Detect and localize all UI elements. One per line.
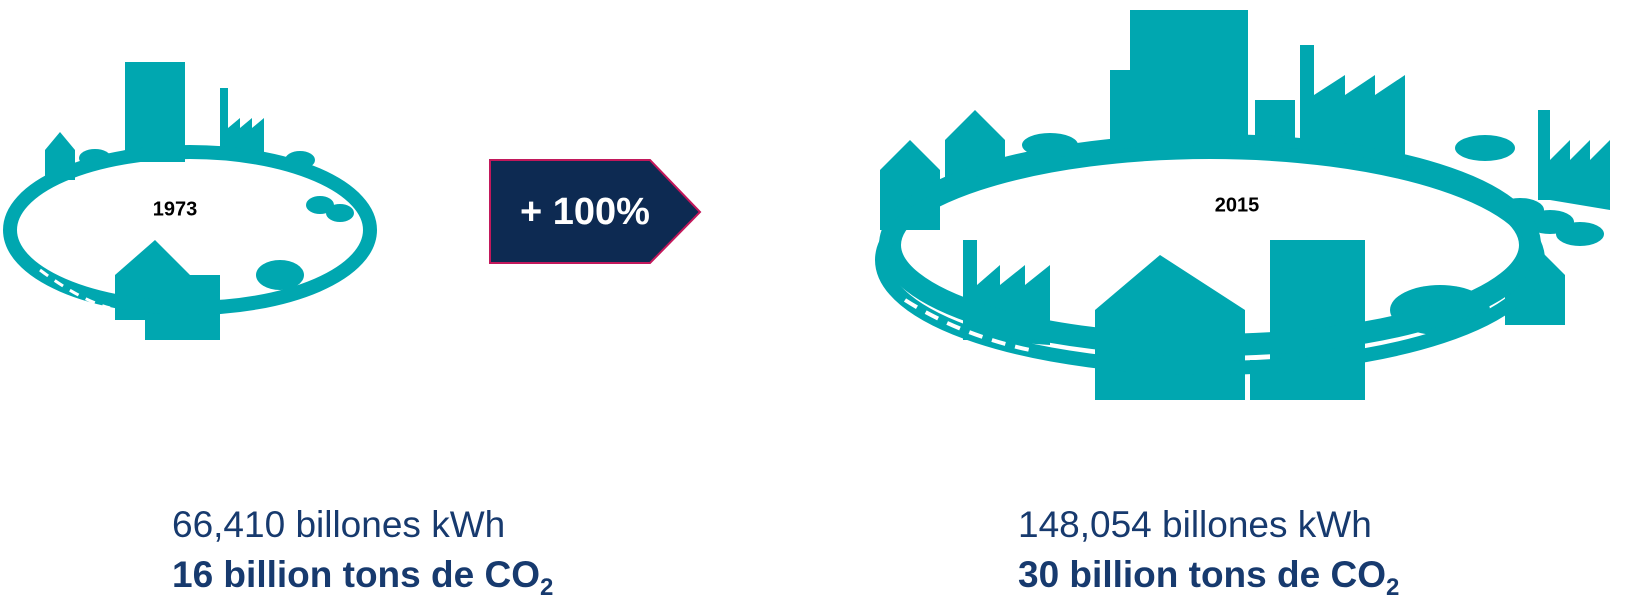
caption-1973: 66,410 billones kWh 16 billion tons de C… bbox=[172, 500, 553, 600]
emissions-sub: 2 bbox=[539, 574, 554, 601]
city-2015 bbox=[875, 10, 1610, 400]
emissions-sub: 2 bbox=[1385, 574, 1400, 601]
energy-text: 148,054 billones kWh bbox=[1018, 504, 1372, 545]
emissions-main: 16 billion tons de CO bbox=[172, 554, 540, 595]
emissions-text: 16 billion tons de CO2 bbox=[172, 550, 553, 600]
city-1973 bbox=[3, 62, 377, 340]
year-label: 2015 bbox=[1215, 194, 1260, 216]
caption-2015: 148,054 billones kWh 30 billion tons de … bbox=[1018, 500, 1399, 600]
emissions-text: 30 billion tons de CO2 bbox=[1018, 550, 1399, 600]
energy-text: 66,410 billones kWh bbox=[172, 504, 506, 545]
year-label: 1973 bbox=[153, 198, 198, 220]
badge-shape bbox=[489, 159, 702, 264]
badge-label: + 100% bbox=[520, 191, 650, 233]
emissions-main: 30 billion tons de CO bbox=[1018, 554, 1386, 595]
